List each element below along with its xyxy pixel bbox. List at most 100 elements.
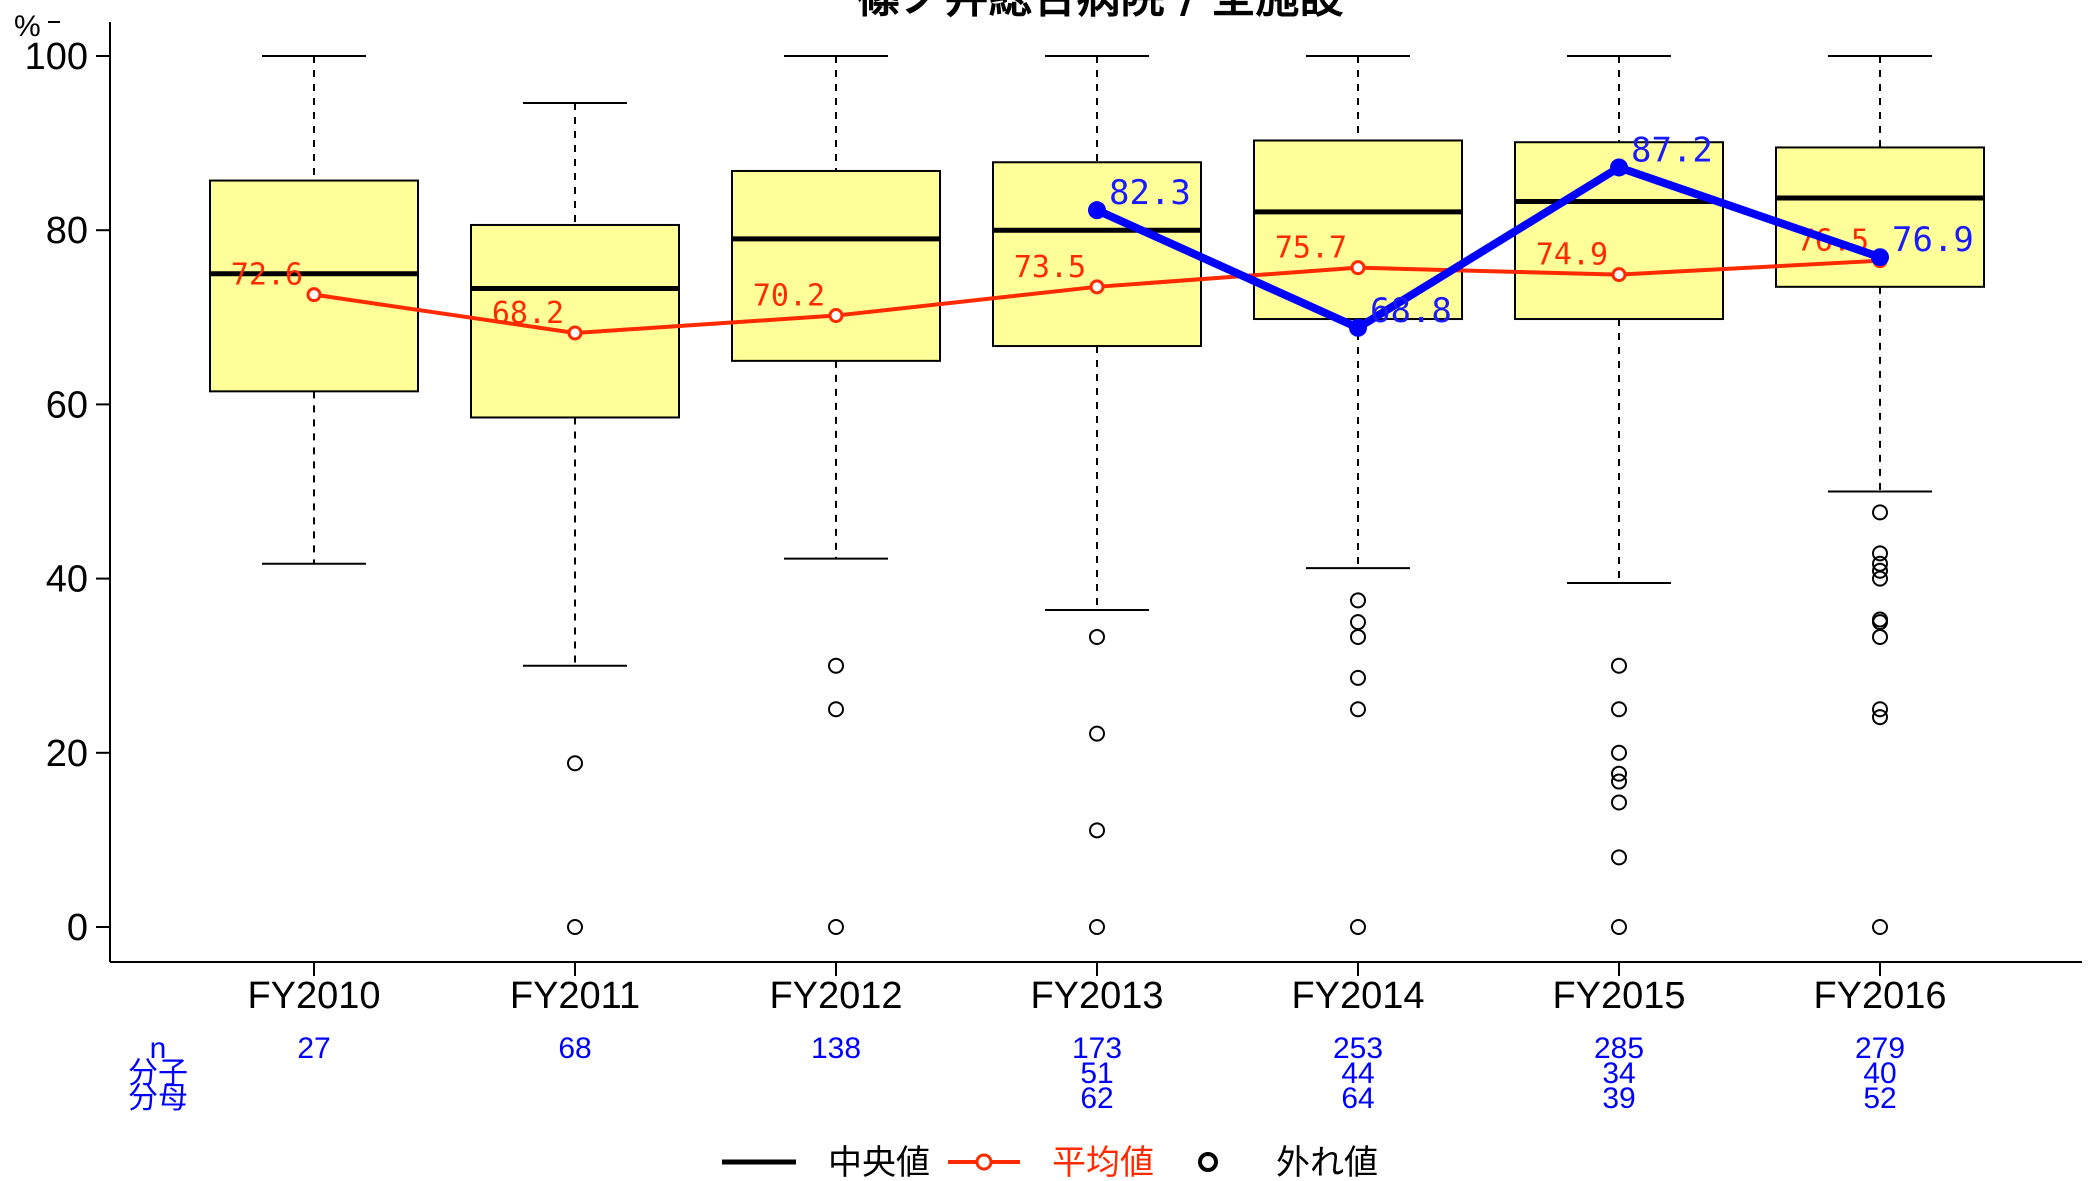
legend-outlier-label: 外れ値 xyxy=(1276,1143,1378,1181)
count-row-label: 分母 xyxy=(128,1082,188,1115)
legend-outlier-marker xyxy=(1198,1152,1218,1172)
outlier-point xyxy=(1611,794,1627,811)
outlier-point xyxy=(828,701,844,718)
count-value: 64 xyxy=(1341,1082,1374,1115)
outlier-point xyxy=(1872,570,1888,587)
x-tick-label: FY2010 xyxy=(247,975,380,1017)
count-value: 68 xyxy=(558,1032,591,1065)
count-value: 40 xyxy=(1863,1057,1896,1090)
outlier-point xyxy=(1089,628,1105,645)
y-tick-label: 60 xyxy=(46,384,88,426)
y-tick-label: 20 xyxy=(46,733,88,775)
legend-mean-marker xyxy=(975,1153,993,1171)
y-tick-label: 80 xyxy=(46,210,88,252)
facility-label: 76.9 xyxy=(1892,220,1974,260)
x-tick-label: FY2013 xyxy=(1030,975,1163,1017)
mean-point xyxy=(306,287,322,303)
outlier-point xyxy=(1089,725,1105,742)
x-tick-label: FY2015 xyxy=(1552,975,1685,1017)
count-value: 253 xyxy=(1333,1032,1383,1065)
count-row-label: n xyxy=(150,1032,167,1065)
count-value: 27 xyxy=(297,1032,330,1065)
outlier-point xyxy=(567,919,583,935)
facility-label: 68.8 xyxy=(1370,291,1452,331)
count-value: 279 xyxy=(1855,1032,1905,1065)
mean-point xyxy=(1089,279,1105,295)
y-axis-unit: % xyxy=(14,10,41,43)
mean-series: 72.668.2 70.273.575.7 74.9 76.5 xyxy=(231,224,1888,341)
outlier-point xyxy=(1872,545,1888,562)
legend: 中央値 平均値 外れ値 xyxy=(722,1143,1378,1181)
mean-label: 72.6 xyxy=(231,258,303,293)
box xyxy=(209,179,419,393)
outlier-point xyxy=(1611,919,1627,935)
outlier-points xyxy=(567,504,1888,935)
count-value: 52 xyxy=(1863,1082,1896,1115)
mean-label: 68.2 xyxy=(492,296,564,331)
outlier-point xyxy=(1872,504,1888,521)
facility-label: 87.2 xyxy=(1631,130,1713,170)
outlier-point xyxy=(1872,919,1888,935)
mean-label: 74.9 xyxy=(1536,238,1608,273)
facility-point xyxy=(1088,201,1106,220)
y-tick-label: 0 xyxy=(67,907,88,949)
count-value: 138 xyxy=(811,1032,861,1065)
axes: 0 20 40 60 80 100 FY2010 FY2011 FY2012 FY2013 FY20… xyxy=(25,22,2082,1017)
box-plots xyxy=(209,55,1985,667)
mean-point xyxy=(1350,260,1366,276)
legend-median-label: 中央値 xyxy=(828,1143,930,1181)
outlier-point xyxy=(1611,701,1627,718)
outlier-point xyxy=(1350,669,1366,686)
y-tick-label: 40 xyxy=(46,559,88,601)
facility-label: 82.3 xyxy=(1109,173,1191,213)
y-tick-label: 100 xyxy=(25,36,88,78)
count-value: 51 xyxy=(1080,1057,1113,1090)
count-value: 173 xyxy=(1072,1032,1122,1065)
box xyxy=(731,169,941,362)
facility-series: 82.3 68.8 87.2 76.9 xyxy=(1088,130,1974,337)
outlier-point xyxy=(567,755,583,772)
outlier-point xyxy=(1089,919,1105,935)
count-row-label: 分子 xyxy=(128,1057,188,1090)
chart-title: 篠ノ井総合病院 / 全施設 xyxy=(857,0,1344,23)
legend-mean-label: 平均値 xyxy=(1052,1143,1154,1181)
outlier-point xyxy=(1611,773,1627,790)
mean-point xyxy=(828,308,844,324)
count-value: 44 xyxy=(1341,1057,1374,1090)
outlier-point xyxy=(1611,849,1627,866)
outlier-point xyxy=(1611,744,1627,761)
mean-label: 75.7 xyxy=(1275,231,1347,266)
outlier-point xyxy=(1872,709,1888,726)
mean-label: 70.2 xyxy=(753,279,825,314)
outlier-point xyxy=(1350,614,1366,631)
outlier-point xyxy=(1089,822,1105,839)
mean-point xyxy=(567,325,583,341)
facility-point xyxy=(1871,248,1889,267)
outlier-point xyxy=(1611,765,1627,782)
outlier-point xyxy=(1350,701,1366,718)
x-tick-label: FY2014 xyxy=(1291,975,1424,1017)
count-value: 285 xyxy=(1594,1032,1644,1065)
outlier-point xyxy=(1350,592,1366,609)
outlier-point xyxy=(1611,657,1627,674)
x-tick-label: FY2016 xyxy=(1813,975,1946,1017)
box xyxy=(1253,139,1463,321)
mean-label: 73.5 xyxy=(1014,250,1086,285)
facility-point xyxy=(1610,158,1628,177)
count-value: 34 xyxy=(1602,1057,1635,1090)
outlier-point xyxy=(1872,628,1888,645)
outlier-point xyxy=(1872,562,1888,579)
facility-point xyxy=(1349,318,1367,337)
outlier-point xyxy=(828,919,844,935)
x-tick-label: FY2012 xyxy=(769,975,902,1017)
count-value: 39 xyxy=(1602,1082,1635,1115)
count-value: 62 xyxy=(1080,1082,1113,1115)
outlier-point xyxy=(1350,628,1366,645)
x-tick-label: FY2011 xyxy=(510,975,640,1017)
outlier-point xyxy=(1350,919,1366,935)
outlier-point xyxy=(1872,701,1888,718)
facility-line xyxy=(1095,163,1882,333)
mean-point xyxy=(1611,267,1627,283)
